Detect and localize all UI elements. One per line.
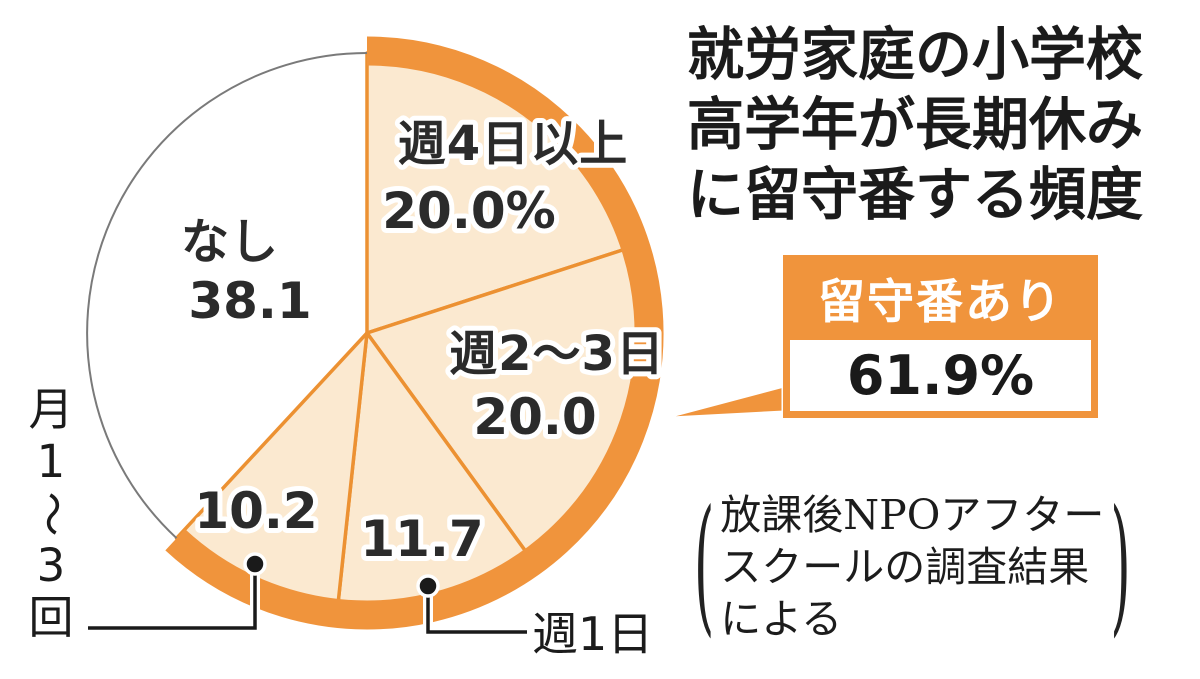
chart-title-line3: に留守番する頻度 bbox=[687, 162, 1143, 228]
chart-title-line1: 就労家庭の小学校 bbox=[687, 22, 1143, 88]
slice-label-week2to3: 週2〜3日 bbox=[449, 326, 665, 382]
source-line3: による bbox=[720, 595, 843, 643]
source-paren-open: ( bbox=[694, 481, 715, 653]
slice-value-month1to3: 10.2 bbox=[194, 482, 317, 540]
highlight-ring-arc bbox=[165, 36, 664, 630]
week1-leader-dot bbox=[416, 574, 440, 598]
week1-leader-line bbox=[426, 586, 527, 634]
source-note: ( 放課後NPOアフター スクールの調査結果 による ) bbox=[694, 482, 1131, 653]
chart-title: 就労家庭の小学校 高学年が長期休み に留守番する頻度 bbox=[687, 20, 1197, 230]
slice-value-week4plus: 20.0% bbox=[382, 182, 555, 240]
chart-title-line2: 高学年が長期休み bbox=[687, 92, 1143, 158]
slice-label-week4plus: 週4日以上 bbox=[398, 116, 628, 172]
highlight-callout-value: 61.9% bbox=[790, 340, 1091, 411]
slice-value-week1: 11.7 bbox=[360, 510, 483, 568]
slice-value-week2to3: 20.0 bbox=[473, 388, 596, 446]
pie-slice-none bbox=[87, 53, 367, 539]
slice-label-none: なし bbox=[181, 214, 279, 270]
none-slice-outline-arc bbox=[86, 52, 368, 539]
slice-label-week1: 週1日 bbox=[532, 607, 654, 661]
month1to3-leader-line bbox=[88, 564, 257, 630]
highlight-callout-box: 留守番あり 61.9% bbox=[783, 255, 1098, 418]
source-line2: スクールの調査結果 bbox=[720, 543, 1090, 591]
month1to3-leader-dot bbox=[243, 552, 267, 576]
highlight-callout-header: 留守番あり bbox=[818, 275, 1063, 330]
slice-label-month1to3: 月 1 〜 3 回 bbox=[25, 383, 78, 644]
slice-value-none: 38.1 bbox=[188, 272, 311, 330]
source-text: 放課後NPOアフター スクールの調査結果 による bbox=[714, 489, 1110, 645]
callout-pointer bbox=[651, 381, 787, 423]
source-paren-close: ) bbox=[1110, 481, 1131, 653]
source-line1: 放課後NPOアフター bbox=[720, 491, 1105, 539]
